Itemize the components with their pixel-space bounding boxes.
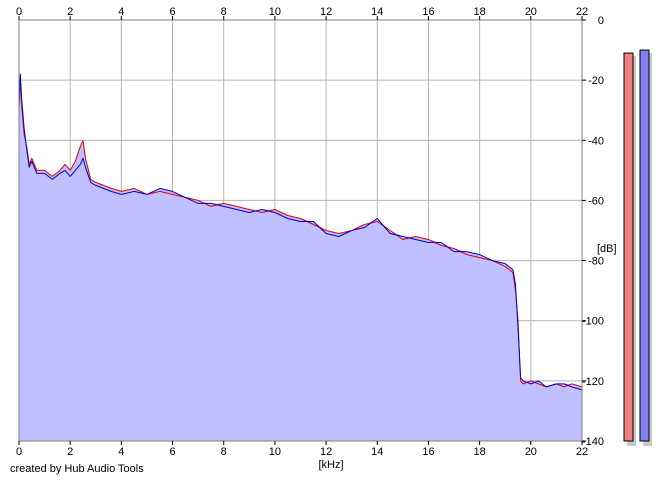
axes: [18, 19, 583, 442]
spectrum-fill: [19, 74, 582, 441]
x-axis-top: 0 2 4 6 8 10 12 14 16 18 20 22: [16, 6, 588, 20]
x-tick-label-top-20: 20: [525, 6, 537, 18]
x-tick-label-bottom-10: 10: [269, 446, 281, 458]
x-tick-label-bottom-18: 18: [474, 446, 486, 458]
credit-text: created by Hub Audio Tools: [10, 463, 144, 475]
x-tick-label-bottom-20: 20: [525, 446, 537, 458]
y-tick-label-0: 0: [598, 15, 604, 27]
x-tick-label-bottom-0: 0: [16, 446, 22, 458]
x-tick-label-top-12: 12: [320, 6, 332, 18]
x-tick-label-bottom-6: 6: [169, 446, 175, 458]
level-meter-R: [639, 49, 650, 442]
x-tick-label-top-0: 0: [16, 6, 22, 18]
y-axis-right: 0 -20 -40 -60 -80 -100 -120 -140: [582, 15, 604, 448]
x-tick-label-bottom-14: 14: [371, 446, 383, 458]
x-tick-label-top-16: 16: [422, 6, 434, 18]
series-line-2: [18, 73, 583, 391]
x-tick-label-top-18: 18: [474, 6, 486, 18]
x-tick-label-bottom-8: 8: [221, 446, 227, 458]
x-tick-label-top-14: 14: [371, 6, 383, 18]
y-tick-label--20: -20: [588, 75, 604, 87]
y-tick-label--120: -120: [582, 376, 604, 388]
x-tick-label-bottom-2: 2: [67, 446, 73, 458]
spectrum-lines: [18, 73, 583, 391]
y-axis-label: [dB]: [597, 243, 617, 255]
level-meters: [623, 49, 652, 446]
y-tick-label--40: -40: [588, 135, 604, 147]
x-tick-label-top-6: 6: [169, 6, 175, 18]
x-axis-label: [kHz]: [318, 459, 343, 471]
level-meter-L: [623, 52, 634, 442]
x-tick-label-bottom-16: 16: [422, 446, 434, 458]
x-tick-label-top-4: 4: [118, 6, 124, 18]
x-tick-label-bottom-4: 4: [118, 446, 124, 458]
y-tick-label--80: -80: [588, 256, 604, 268]
y-tick-label--100: -100: [582, 316, 604, 328]
x-tick-label-top-2: 2: [67, 6, 73, 18]
x-tick-label-top-22: 22: [576, 6, 588, 18]
x-tick-label-bottom-12: 12: [320, 446, 332, 458]
y-tick-label--140: -140: [582, 436, 604, 448]
x-axis-bottom: 0 2 4 6 8 10 12 14 16 18 20 22: [16, 441, 588, 458]
spectrum-area: [19, 74, 582, 441]
x-tick-label-top-10: 10: [269, 6, 281, 18]
y-tick-label--60: -60: [588, 195, 604, 207]
x-tick-label-bottom-22: 22: [576, 446, 588, 458]
plot-frame: [18, 19, 583, 442]
x-tick-label-top-8: 8: [221, 6, 227, 18]
